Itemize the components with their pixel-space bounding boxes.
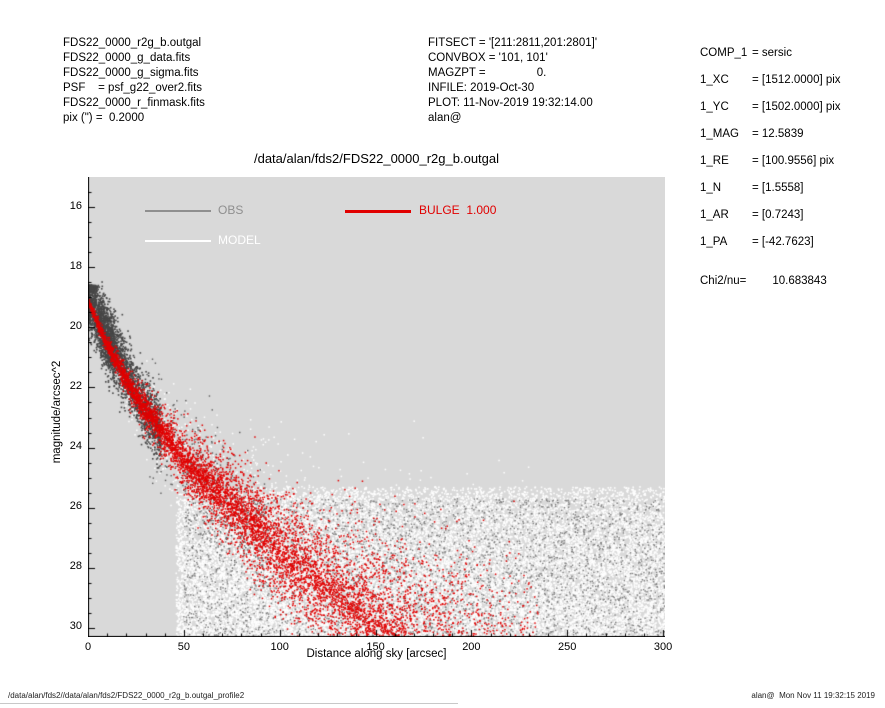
bulge-legend-swatch [345, 210, 411, 213]
param-value: = 12.5839 [752, 128, 804, 140]
y-tick-label: 18 [69, 259, 82, 272]
param-label: 1_N [700, 182, 722, 194]
model-legend-swatch [145, 240, 211, 242]
param-row-re: 1_RE = [100.9556] pix [700, 154, 841, 169]
y-tick-label: 30 [69, 620, 82, 633]
param-row-mag: 1_MAG = 12.5839 [700, 127, 841, 142]
param-value: = sersic [752, 47, 792, 59]
chi2-row: Chi2/nu= 10.683843 [700, 274, 841, 289]
psf-file-line: PSF = psf_g22_over2.fits [63, 82, 203, 94]
sigma-file-line: FDS22_0000_g_sigma.fits [63, 67, 199, 79]
param-value: = [1502.0000] pix [752, 101, 841, 113]
param-row-pa: 1_PA = [-42.7623] [700, 235, 841, 250]
bulge-legend-label: BULGE 1.000 [419, 203, 497, 217]
footer-divider [0, 703, 458, 704]
obs-legend-label: OBS [218, 203, 244, 217]
param-row-n: 1_N = [1.5558] [700, 181, 841, 196]
y-tick-label: 16 [69, 199, 82, 212]
user-line: alan@ [428, 112, 462, 124]
y-tick-label: 26 [69, 500, 82, 513]
data-file-line: FDS22_0000_g_data.fits [63, 52, 191, 64]
param-value: = [1512.0000] pix [752, 74, 841, 86]
param-label: 1_RE [700, 155, 729, 167]
param-value: = [-42.7623] [752, 236, 814, 248]
x-axis-label: Distance along sky [arcsec] [306, 648, 447, 660]
pixscale-line: pix (") = 0.2000 [63, 112, 145, 124]
param-row-comp1: COMP_1 = sersic [700, 46, 841, 61]
param-row-ar: 1_AR = [0.7243] [700, 208, 841, 223]
mask-file-line: FDS22_0000_r_finmask.fits [63, 97, 205, 109]
param-value: = [0.7243] [752, 209, 804, 221]
param-label: 1_XC [700, 74, 729, 86]
plot-title: /data/alan/fds2/FDS22_0000_r2g_b.outgal [253, 151, 500, 166]
param-row-xc: 1_XC = [1512.0000] pix [700, 73, 841, 88]
footer-path-text: /data/alan/fds2//data/alan/fds2/FDS22_00… [8, 691, 245, 700]
param-label: 1_MAG [700, 128, 739, 140]
infile-line: INFILE: 2019-Oct-30 [428, 82, 535, 94]
header-fitinfo-block: FITSECT = '[211:2811,201:2801]' CONVBOX … [428, 36, 597, 126]
convbox-line: CONVBOX = '101, 101' [428, 52, 548, 64]
output-file-line: FDS22_0000_r2g_b.outgal [63, 37, 202, 49]
profile-plot-canvas [88, 177, 665, 637]
model-legend-label: MODEL [218, 233, 261, 247]
param-label: COMP_1 [700, 47, 748, 59]
footer-timestamp-text: alan@ Mon Nov 11 19:32:15 2019 [751, 691, 875, 700]
param-value: = [1.5558] [752, 182, 804, 194]
y-tick-label: 20 [69, 319, 82, 332]
chi2-label: Chi2/nu= [700, 275, 747, 287]
obs-legend-swatch [145, 210, 211, 212]
param-value: = [100.9556] pix [752, 155, 835, 167]
param-label: 1_AR [700, 209, 729, 221]
chi2-value: 10.683843 [772, 275, 827, 287]
fitsect-line: FITSECT = '[211:2811,201:2801]' [428, 37, 598, 49]
param-label: 1_PA [700, 236, 728, 248]
y-axis-label: magnitude/arcsec^2 [51, 360, 63, 464]
param-label: 1_YC [700, 101, 729, 113]
profile-plot-area: OBS MODEL BULGE 1.000 [88, 177, 665, 637]
magzpt-line: MAGZPT = 0. [428, 67, 547, 79]
plot-date-line: PLOT: 11-Nov-2019 19:32:14.00 [428, 97, 593, 109]
y-tick-label: 28 [69, 560, 82, 573]
component-params-panel: COMP_1 = sersic 1_XC = [1512.0000] pix 1… [700, 46, 841, 289]
param-row-yc: 1_YC = [1502.0000] pix [700, 100, 841, 115]
header-file-block: FDS22_0000_r2g_b.outgal FDS22_0000_g_dat… [63, 36, 205, 126]
